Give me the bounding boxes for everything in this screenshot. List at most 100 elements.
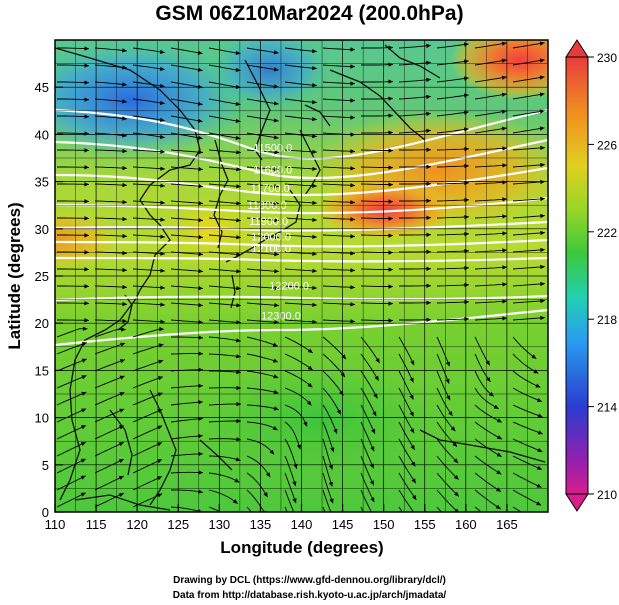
streamline-arrowhead [235,135,241,140]
streamline [284,149,317,153]
streamline-arrowhead [312,166,317,171]
streamline-arrowhead [294,531,298,536]
streamline-arrowhead [235,50,241,55]
streamline [208,217,241,222]
streamline [209,370,242,373]
streamline-arrowhead [236,286,241,291]
streamline [208,438,241,441]
streamline [512,336,537,360]
streamline-arrowhead [502,265,507,270]
streamline [170,319,203,323]
y-axis-label: Latitude (degrees) [5,202,24,349]
streamline [512,489,542,506]
streamline [208,47,241,55]
streamline-arrowhead [236,218,241,223]
streamline-arrowhead [410,428,415,434]
streamline [436,267,470,270]
streamline-arrowhead [236,252,241,257]
streamline-arrowhead [312,268,317,273]
streamline [94,183,128,186]
streamline [246,47,279,54]
streamline-arrowhead [157,476,162,481]
streamline-arrowhead [159,49,165,54]
streamline [436,472,460,497]
streamline-arrowhead [198,217,203,223]
streamline-arrowhead [122,233,127,239]
streamline [170,149,203,153]
streamline-arrowhead [231,519,236,524]
streamline-arrowhead [350,98,355,103]
x-tick-label: 120 [126,517,148,532]
streamline [474,76,507,83]
streamline-arrowhead [122,250,127,256]
streamline-arrowhead [158,359,164,364]
streamline-arrowhead [236,303,241,308]
streamline [57,81,90,84]
streamline-arrowhead [235,457,241,462]
streamline [94,64,127,69]
streamline-arrowhead [119,425,124,430]
streamline-arrowhead [157,442,162,447]
map-title: GSM 06Z10Mar2024 (200.0hPa) [155,2,464,25]
streamline-arrowhead [160,302,165,307]
streamline-arrowhead [198,200,203,206]
streamline-arrowhead [312,134,317,139]
streamline [512,283,545,287]
streamline-arrowhead [157,376,163,381]
streamline [56,342,88,355]
streamline-arrowhead [502,146,507,151]
streamline [322,302,356,305]
y-tick-label: 25 [35,269,49,284]
streamline-arrowhead [388,96,393,101]
streamline [512,300,545,304]
streamline-arrowhead [273,50,279,55]
streamline [94,475,125,491]
streamline-arrowhead [303,421,308,427]
streamline [512,76,545,83]
streamline [57,115,90,118]
streamline [360,200,393,203]
streamline [56,391,87,406]
streamline [132,200,165,204]
streamline [56,458,86,474]
streamline [474,283,507,287]
streamline-arrowhead [464,110,469,115]
streamline-arrowhead [450,426,456,432]
streamline [132,132,165,139]
streamline [398,455,417,484]
streamline [170,471,204,474]
streamline [360,149,393,152]
streamline [208,336,241,342]
streamline-arrowhead [485,360,490,366]
streamline [246,421,278,431]
streamline-arrowhead [198,234,203,240]
lat-lon-grid [55,40,548,512]
streamline [246,115,279,122]
streamline-arrowhead [198,251,203,257]
streamline-arrowhead [537,448,543,452]
streamline-arrowhead [411,461,416,467]
streamline-arrowhead [388,199,393,204]
streamline [512,506,523,512]
streamline-arrowhead [388,182,393,187]
streamline-arrowhead [496,452,502,457]
streamline [360,302,393,305]
streamline-arrowhead [540,213,545,219]
streamline [246,183,279,187]
streamline-arrowhead [388,284,393,289]
streamline [208,149,241,154]
streamline-arrowhead [236,235,241,240]
credit-drawing: Drawing by DCL (https://www.gfd-dennou.o… [173,575,446,586]
streamline-arrowhead [341,354,346,360]
streamline [170,98,203,105]
streamline [132,217,165,221]
streamline-arrowhead [536,519,541,523]
streamline-arrowhead [157,392,163,397]
streamline-arrowhead [409,394,414,400]
streamline [436,77,469,83]
streamline [56,492,86,508]
streamline-arrowhead [160,285,165,290]
streamline-arrowhead [536,483,542,488]
streamline [170,81,203,88]
streamline-arrowhead [445,361,450,367]
